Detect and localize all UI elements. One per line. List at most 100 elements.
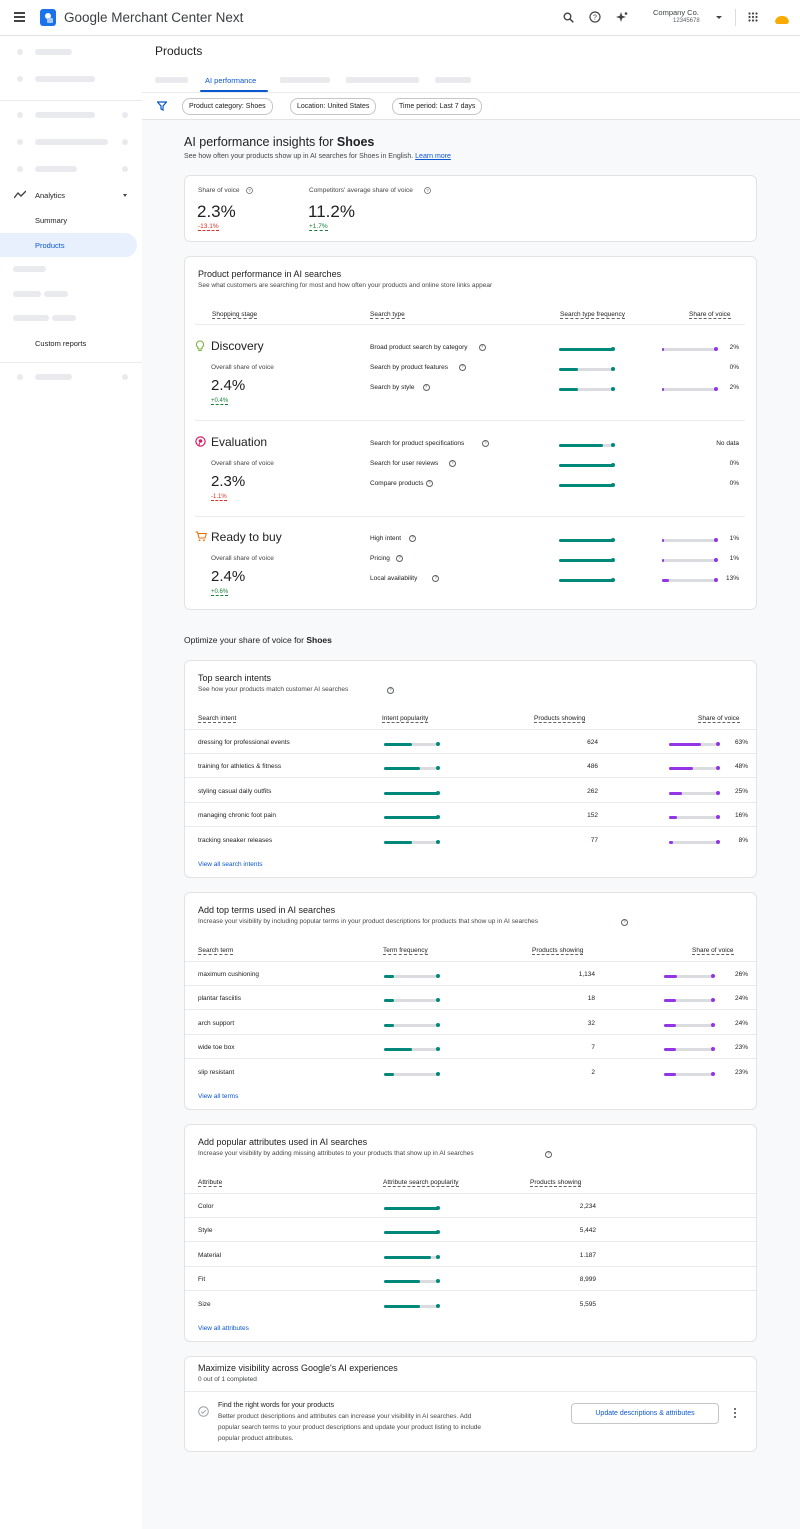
chevron-down-icon[interactable] (123, 194, 127, 197)
help-icon[interactable]: ? (589, 11, 601, 23)
bar-fill (669, 840, 673, 844)
more-options-icon[interactable] (734, 1408, 737, 1419)
view-all-intents-link[interactable]: View all search intents (198, 861, 263, 868)
tab-placeholder[interactable] (280, 77, 330, 83)
avatar[interactable] (774, 10, 790, 26)
column-header: Share of voice (698, 715, 740, 723)
table-row[interactable]: slip resistant 2 23% (185, 1060, 756, 1084)
table-row[interactable]: Color 2,234 (185, 1194, 756, 1218)
sidebar-placeholder-icon (17, 166, 23, 172)
bar-end-dot (436, 1047, 440, 1052)
attributes-subtitle: Increase your visibility by adding missi… (198, 1150, 474, 1157)
sidebar-placeholder[interactable] (35, 49, 72, 55)
help-icon[interactable]: ? (481, 440, 489, 447)
products-showing-value: 1.187 (579, 1251, 596, 1259)
table-row[interactable]: tracking sneaker releases 77 8% (185, 828, 756, 852)
help-icon[interactable]: ? (545, 1151, 552, 1158)
share-of-voice-bar (664, 1047, 715, 1052)
tab-ai-performance[interactable]: AI performance (205, 76, 257, 85)
menu-icon[interactable] (14, 12, 25, 22)
divider (0, 100, 142, 101)
divider (185, 1217, 756, 1218)
stage-sov-value: 2.4% (211, 568, 246, 585)
table-row[interactable]: plantar fasciitis 18 24% (185, 986, 756, 1011)
products-showing-value: 1,134 (578, 971, 595, 978)
bar-end-dot (436, 1279, 440, 1284)
help-icon[interactable]: ? (424, 187, 431, 194)
help-icon[interactable]: ? (422, 384, 430, 391)
account-dropdown-icon[interactable] (716, 16, 722, 19)
sparkle-icon[interactable] (616, 11, 628, 23)
table-row[interactable]: arch support 32 24% (185, 1011, 756, 1035)
bar-end-dot (716, 742, 720, 746)
sidebar-item-custom-reports[interactable]: Custom reports (35, 339, 87, 348)
bar-fill (664, 1048, 676, 1052)
tab-placeholder[interactable] (155, 77, 188, 83)
task-description: popular search terms to your product des… (218, 1424, 482, 1431)
help-icon[interactable]: ? (432, 575, 440, 582)
help-icon[interactable]: ? (387, 687, 394, 694)
check-circle-icon[interactable] (198, 1406, 209, 1417)
bar-end-dot (714, 558, 718, 562)
help-icon[interactable]: ? (448, 460, 456, 467)
tab-placeholder[interactable] (435, 77, 471, 83)
divider (195, 516, 745, 517)
stage-sov-value: 2.3% (211, 473, 246, 490)
filter-chip-category[interactable]: Product category: Shoes (182, 98, 273, 115)
table-row[interactable]: wide toe box 7 23% (185, 1035, 756, 1060)
table-row[interactable]: dressing for professional events 624 63% (185, 730, 756, 754)
view-all-attributes-link[interactable]: View all attributes (198, 1325, 249, 1332)
sidebar-placeholder[interactable] (52, 315, 76, 321)
active-tab-indicator (200, 90, 268, 92)
bar-fill (559, 539, 614, 542)
sidebar-item-products[interactable]: Products (0, 233, 137, 257)
help-icon[interactable]: ? (621, 919, 628, 926)
maximize-progress: 0 out of 1 completed (198, 1376, 257, 1383)
tab-placeholder[interactable] (346, 77, 419, 83)
search-type-label: High intent (370, 535, 402, 542)
help-icon[interactable]: ? (458, 364, 466, 371)
sidebar-placeholder[interactable] (13, 291, 41, 297)
view-all-terms-link[interactable]: View all terms (198, 1093, 239, 1100)
filter-icon[interactable] (157, 101, 167, 111)
company-name[interactable]: Company Co. (653, 8, 699, 17)
table-row[interactable]: training for athletics & fitness 486 48% (185, 754, 756, 779)
search-icon[interactable] (563, 12, 574, 23)
table-row[interactable]: Size 5,595 (185, 1292, 756, 1316)
performance-subtitle: See what customers are searching for mos… (198, 282, 493, 289)
analytics-icon (14, 190, 26, 199)
table-row[interactable]: Style 5,442 (185, 1218, 756, 1243)
table-row[interactable]: maximum cushioning 1,134 26% (185, 962, 756, 986)
apps-grid-icon[interactable] (748, 12, 758, 22)
column-header: Shopping stage (212, 311, 258, 319)
sidebar-placeholder[interactable] (13, 315, 49, 321)
update-descriptions-button[interactable]: Update descriptions & attributes (571, 1403, 719, 1424)
sidebar-placeholder[interactable] (35, 112, 95, 118)
table-row[interactable]: styling casual daily outfits 262 25% (185, 779, 756, 803)
share-of-voice-bar (662, 387, 718, 391)
help-icon[interactable]: ? (425, 480, 433, 487)
learn-more-link[interactable]: Learn more (415, 153, 451, 160)
help-icon[interactable]: ? (396, 555, 404, 562)
filter-chip-location[interactable]: Location: United States (290, 98, 377, 115)
sidebar-placeholder[interactable] (35, 166, 77, 172)
sidebar-item-analytics[interactable]: Analytics (35, 191, 66, 200)
sidebar-placeholder[interactable] (44, 291, 68, 297)
products-showing-value: 152 (587, 812, 598, 820)
help-icon[interactable]: ? (409, 535, 417, 542)
sidebar-placeholder[interactable] (13, 266, 46, 272)
table-row[interactable]: managing chronic foot pain 152 16% (185, 803, 756, 828)
help-icon[interactable]: ? (478, 344, 486, 351)
table-row[interactable]: Material 1.187 (185, 1243, 756, 1267)
column-header: Attribute (198, 1179, 223, 1187)
help-icon[interactable]: ? (246, 187, 253, 194)
sidebar-placeholder[interactable] (35, 76, 95, 82)
filter-chip-time-period[interactable]: Time period: Last 7 days (392, 98, 483, 115)
table-row[interactable]: Fit 8,999 (185, 1267, 756, 1292)
intents-title: Top search intents (198, 673, 272, 683)
sidebar-placeholder[interactable] (35, 374, 72, 380)
row-label: wide toe box (198, 1044, 235, 1052)
sov-value: 2.3% (197, 202, 236, 221)
sidebar-placeholder[interactable] (35, 139, 108, 145)
sidebar-item-summary[interactable]: Summary (35, 216, 68, 225)
